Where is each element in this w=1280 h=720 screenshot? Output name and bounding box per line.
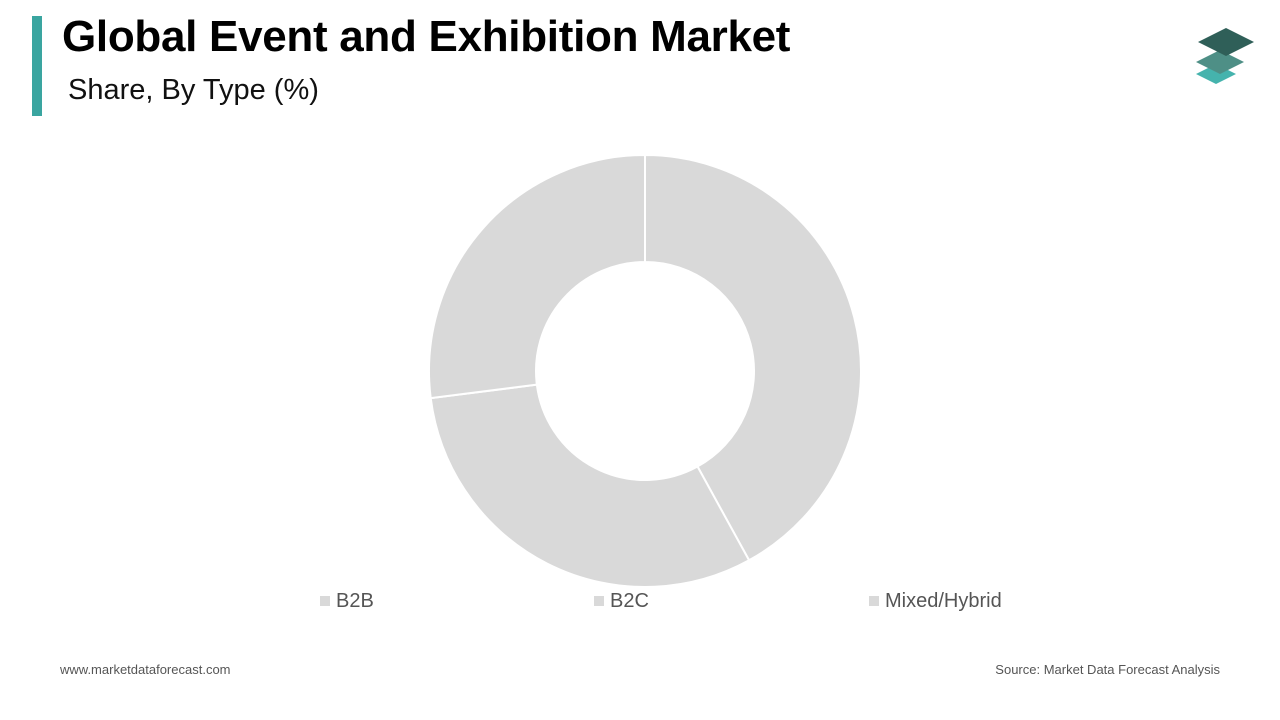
donut-slice-b2b <box>644 153 862 562</box>
page-title: Global Event and Exhibition Market <box>62 12 791 61</box>
logo-layer-middle <box>1196 50 1244 74</box>
donut-slice-mixed-hybrid <box>428 153 646 400</box>
legend-swatch-mixed-hybrid <box>869 596 879 606</box>
logo-layer-top <box>1198 28 1254 56</box>
legend-swatch-b2c <box>594 596 604 606</box>
legend-item-b2c: B2C <box>594 588 649 614</box>
legend-label-b2c: B2C <box>610 589 649 612</box>
legend-label-mixed-hybrid: Mixed/Hybrid <box>885 589 1002 612</box>
legend-label-b2b: B2B <box>336 589 374 612</box>
page-subtitle: Share, By Type (%) <box>68 74 319 106</box>
donut-slice-b2c <box>429 383 751 588</box>
stacked-layers-icon <box>1196 28 1254 84</box>
legend-item-mixed-hybrid: Mixed/Hybrid <box>869 588 1002 614</box>
legend-item-b2b: B2B <box>320 588 374 614</box>
legend-swatch-b2b <box>320 596 330 606</box>
website-url: www.marketdataforecast.com <box>60 662 231 677</box>
title-accent-bar <box>32 16 42 116</box>
source-note: Source: Market Data Forecast Analysis <box>995 662 1220 677</box>
